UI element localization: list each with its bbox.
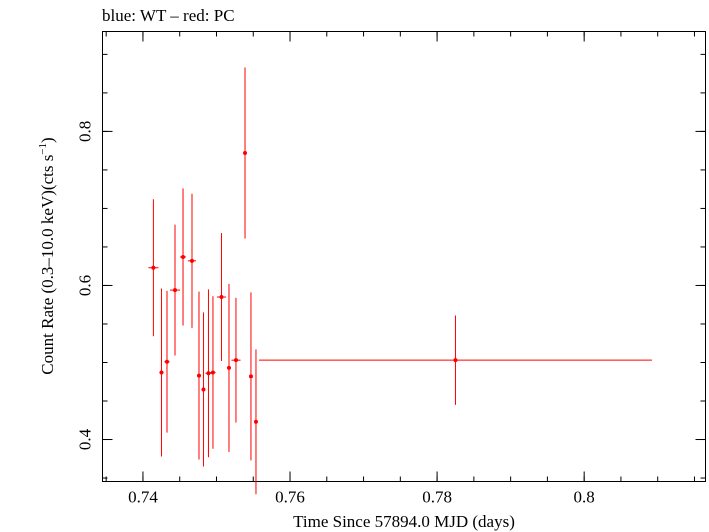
point-marker xyxy=(233,358,238,363)
point-marker xyxy=(159,370,164,375)
point-marker xyxy=(151,265,156,270)
data-point xyxy=(196,291,201,460)
x-tick-label: 0.76 xyxy=(275,488,305,507)
data-point xyxy=(258,315,652,405)
y-tick-label: 0.4 xyxy=(76,428,95,450)
point-marker xyxy=(189,258,194,263)
x-axis-label: Time Since 57894.0 MJD (days) xyxy=(293,512,515,531)
data-point xyxy=(170,224,181,356)
data-point xyxy=(148,199,159,337)
data-point xyxy=(226,283,231,452)
data-point xyxy=(164,290,170,433)
data-point xyxy=(187,193,197,328)
point-marker xyxy=(196,373,201,378)
data-point xyxy=(253,349,258,495)
y-tick-label: 0.6 xyxy=(76,275,95,296)
x-tick-label: 0.74 xyxy=(128,488,158,507)
data-point xyxy=(180,188,187,326)
point-marker xyxy=(164,359,169,364)
point-marker xyxy=(219,295,224,300)
y-tick-label: 0.8 xyxy=(76,121,95,142)
point-marker xyxy=(243,150,248,155)
point-marker xyxy=(253,419,258,424)
y-axis-label-superscript: −1 xyxy=(37,143,49,155)
axis-ticks: 0.74 0.76 0.78 0.8 0.4 0.6 0.8 xyxy=(76,31,706,507)
data-point xyxy=(248,292,253,461)
point-marker xyxy=(226,365,231,370)
data-series xyxy=(148,67,652,495)
x-tick-label: 0.8 xyxy=(574,488,595,507)
x-tick-label: 0.78 xyxy=(422,488,452,507)
data-point xyxy=(216,233,227,361)
data-point xyxy=(205,289,212,458)
point-marker xyxy=(201,387,206,392)
data-point xyxy=(159,288,164,457)
data-point xyxy=(231,297,241,423)
point-marker xyxy=(181,254,186,259)
data-point xyxy=(243,67,248,239)
data-point xyxy=(201,312,206,467)
point-marker xyxy=(453,358,458,363)
data-point xyxy=(210,296,216,449)
point-marker xyxy=(173,288,178,293)
point-marker xyxy=(248,374,253,379)
chart-title: blue: WT – red: PC xyxy=(102,6,235,25)
point-marker xyxy=(210,370,215,375)
y-axis-label: Count Rate (0.3–10.0 keV)(cts s−1) xyxy=(37,137,57,374)
plot-frame xyxy=(102,31,706,482)
point-marker xyxy=(206,371,211,376)
